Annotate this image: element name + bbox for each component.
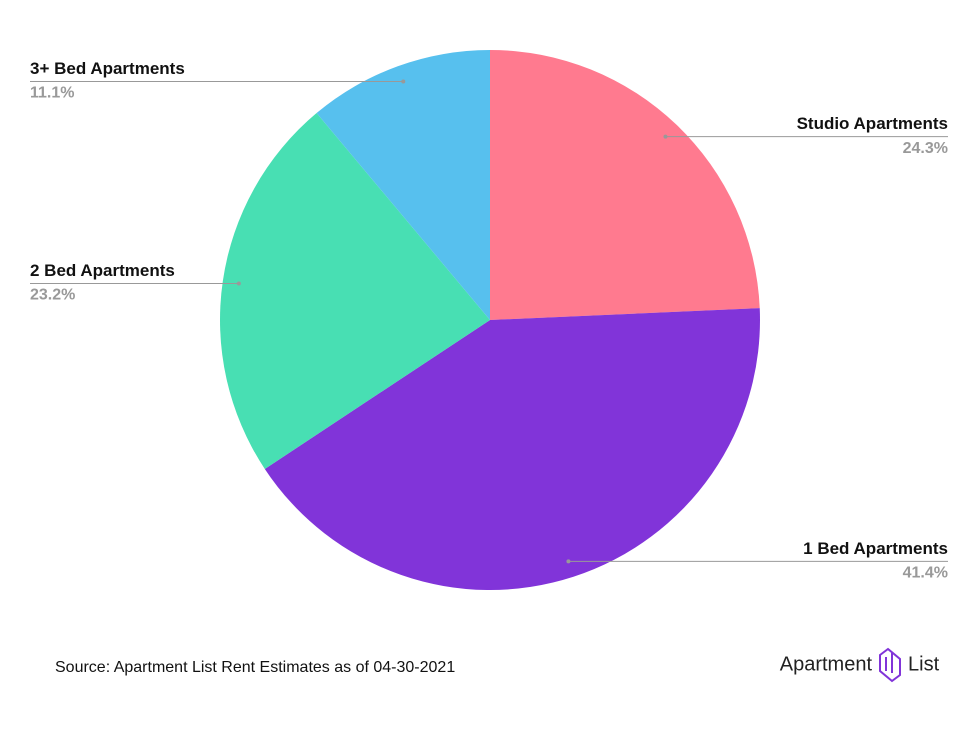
leader-dot bbox=[566, 559, 571, 564]
logo: Apartment List bbox=[780, 647, 940, 683]
leader-dot bbox=[663, 134, 668, 139]
slice-label: Studio Apartments bbox=[797, 114, 948, 133]
pie-slice bbox=[316, 50, 490, 320]
pie-slice bbox=[220, 113, 490, 469]
logo-text: List bbox=[908, 653, 940, 675]
slice-label: 3+ Bed Apartments bbox=[30, 59, 185, 78]
pie-slice bbox=[264, 308, 760, 591]
pie-slice bbox=[490, 50, 760, 320]
source: Source: Apartment List Rent Estimates as… bbox=[55, 659, 455, 676]
logo-icon bbox=[879, 647, 901, 683]
slice-label: 1 Bed Apartments bbox=[803, 539, 948, 558]
logo-text: Apartment bbox=[780, 653, 873, 675]
leader-dot bbox=[401, 79, 406, 84]
slice-value: 41.4% bbox=[903, 565, 948, 582]
slice-value: 11.1% bbox=[30, 85, 74, 102]
slice-label: 2 Bed Apartments bbox=[30, 261, 175, 280]
slice-value: 23.2% bbox=[30, 287, 75, 304]
leader-dot bbox=[236, 281, 241, 286]
slice-value: 24.3% bbox=[903, 140, 948, 157]
